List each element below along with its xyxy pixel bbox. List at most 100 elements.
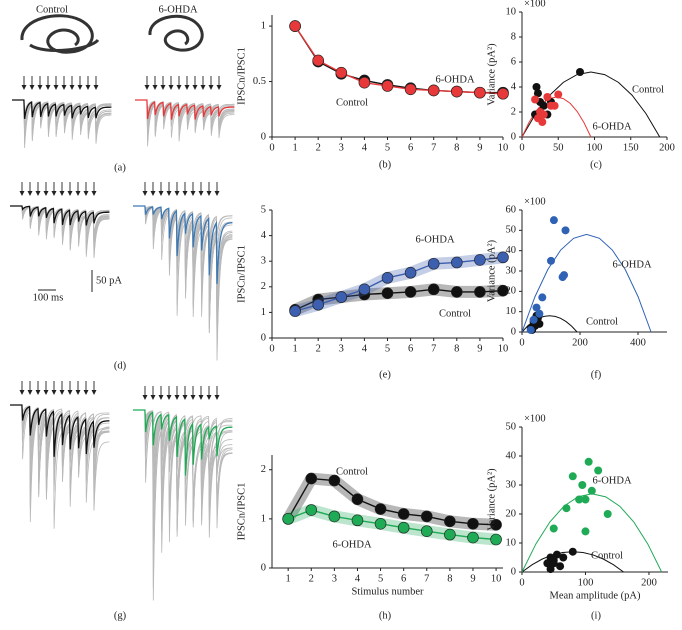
data-point bbox=[560, 271, 569, 280]
series-label: Control bbox=[632, 84, 664, 95]
panel-label: (g) bbox=[114, 610, 127, 621]
data-point bbox=[533, 89, 542, 98]
stimulus-arrow-head bbox=[21, 85, 27, 90]
stimulus-arrow-head bbox=[152, 85, 158, 90]
stimulus-arrow-head bbox=[208, 85, 214, 90]
rotation-trace bbox=[20, 14, 100, 54]
data-point bbox=[374, 517, 387, 530]
stimulus-arrow-head bbox=[168, 85, 174, 90]
x-tick-label: 0 bbox=[519, 142, 524, 153]
series-line bbox=[287, 477, 497, 526]
y-tick-label: 0 bbox=[511, 131, 516, 142]
y-axis-label: IPSCn/IPSC1 bbox=[236, 47, 247, 105]
stimulus-arrow-head bbox=[160, 85, 166, 90]
stimulus-arrow-head bbox=[67, 390, 73, 395]
y-axis-label: IPSCn/IPSC1 bbox=[236, 483, 247, 541]
y-tick-label: 2 bbox=[261, 281, 266, 292]
y-axis-label: Variance (pA²) bbox=[486, 43, 497, 106]
data-point bbox=[305, 472, 318, 485]
series-label: Control bbox=[439, 308, 471, 319]
series-line bbox=[294, 25, 504, 95]
trace bbox=[135, 99, 235, 114]
series-label: 6-OHDA bbox=[332, 539, 371, 550]
data-point bbox=[404, 266, 417, 279]
x-tick-label: 150 bbox=[623, 142, 639, 153]
panel-label: (f) bbox=[591, 369, 602, 380]
data-point bbox=[397, 508, 410, 520]
trace-title: 6-OHDA bbox=[158, 4, 197, 15]
data-point bbox=[328, 474, 341, 487]
stimulus-arrow-head bbox=[83, 390, 89, 395]
data-point bbox=[289, 20, 301, 32]
y-tick-label: 0.5 bbox=[253, 76, 266, 87]
y-tick-label: 1 bbox=[261, 20, 266, 31]
confidence-band bbox=[293, 251, 504, 317]
y-tick-label: 0 bbox=[261, 562, 266, 573]
panel-label: (b) bbox=[379, 159, 392, 170]
x-tick-label: 200 bbox=[641, 577, 657, 588]
data-point bbox=[538, 118, 547, 126]
data-point bbox=[474, 286, 486, 298]
data-point bbox=[561, 226, 570, 235]
data-point bbox=[547, 256, 555, 265]
data-point bbox=[420, 525, 433, 537]
data-point bbox=[305, 504, 318, 516]
stimulus-arrow-head bbox=[198, 191, 204, 196]
x-tick-label: 0 bbox=[519, 577, 524, 588]
data-point bbox=[282, 513, 294, 525]
data-point bbox=[328, 510, 341, 523]
fit-curve bbox=[521, 233, 652, 333]
x-tick-label: 2 bbox=[316, 142, 321, 153]
y-tick-label: 20 bbox=[506, 286, 517, 297]
y-tick-label: 40 bbox=[506, 245, 517, 256]
panel-label: (h) bbox=[379, 610, 392, 621]
data-point bbox=[532, 303, 541, 312]
y-axis-label: Variance (pA²) bbox=[486, 239, 497, 302]
stimulus-arrow-head bbox=[19, 191, 25, 196]
data-point bbox=[554, 90, 563, 99]
data-point bbox=[497, 251, 509, 264]
stimulus-arrow-head bbox=[67, 191, 73, 196]
data-point bbox=[374, 503, 387, 515]
data-point bbox=[549, 559, 558, 568]
x-tick-label: 4 bbox=[362, 343, 368, 354]
y-multiplier: ×100 bbox=[524, 0, 546, 9]
x-tick-label: 2 bbox=[316, 343, 321, 354]
stimulus-arrow-head bbox=[142, 191, 148, 196]
y-tick-label: 4 bbox=[511, 81, 517, 92]
stimulus-arrow-head bbox=[27, 390, 33, 395]
data-point bbox=[543, 93, 552, 101]
stimulus-arrow-head bbox=[206, 395, 212, 400]
x-tick-label: 9 bbox=[470, 573, 475, 584]
data-point bbox=[490, 518, 502, 531]
y-tick-label: 0 bbox=[511, 566, 516, 577]
stimulus-arrow-head bbox=[174, 395, 180, 400]
x-tick-label: 6 bbox=[401, 573, 406, 584]
y-tick-label: 10 bbox=[506, 6, 517, 17]
stimulus-arrow-head bbox=[83, 191, 89, 196]
data-point bbox=[335, 291, 348, 303]
trace bbox=[12, 99, 112, 115]
y-tick-label: 2 bbox=[261, 464, 266, 475]
data-point bbox=[312, 298, 325, 311]
stimulus-arrow-head bbox=[91, 191, 97, 196]
series-label: 6-OHDA bbox=[612, 259, 651, 270]
panel-label: (c) bbox=[590, 159, 602, 170]
stimulus-arrow-head bbox=[214, 191, 220, 196]
y-tick-label: 8 bbox=[511, 31, 516, 42]
data-point bbox=[397, 521, 410, 534]
stimulus-arrow-head bbox=[158, 395, 164, 400]
data-point bbox=[444, 528, 456, 541]
y-tick-label: 0 bbox=[261, 131, 266, 142]
x-tick-label: 400 bbox=[630, 337, 646, 348]
x-tick-label: 5 bbox=[385, 142, 390, 153]
data-point bbox=[576, 68, 584, 76]
trace bbox=[12, 99, 112, 142]
mean-trace bbox=[133, 409, 233, 476]
x-tick-label: 10 bbox=[491, 573, 502, 584]
trace bbox=[10, 404, 110, 493]
stimulus-arrow-head bbox=[43, 390, 49, 395]
stimulus-arrow-head bbox=[182, 395, 188, 400]
mean-trace bbox=[10, 205, 110, 226]
stimulus-arrow-head bbox=[77, 85, 83, 90]
